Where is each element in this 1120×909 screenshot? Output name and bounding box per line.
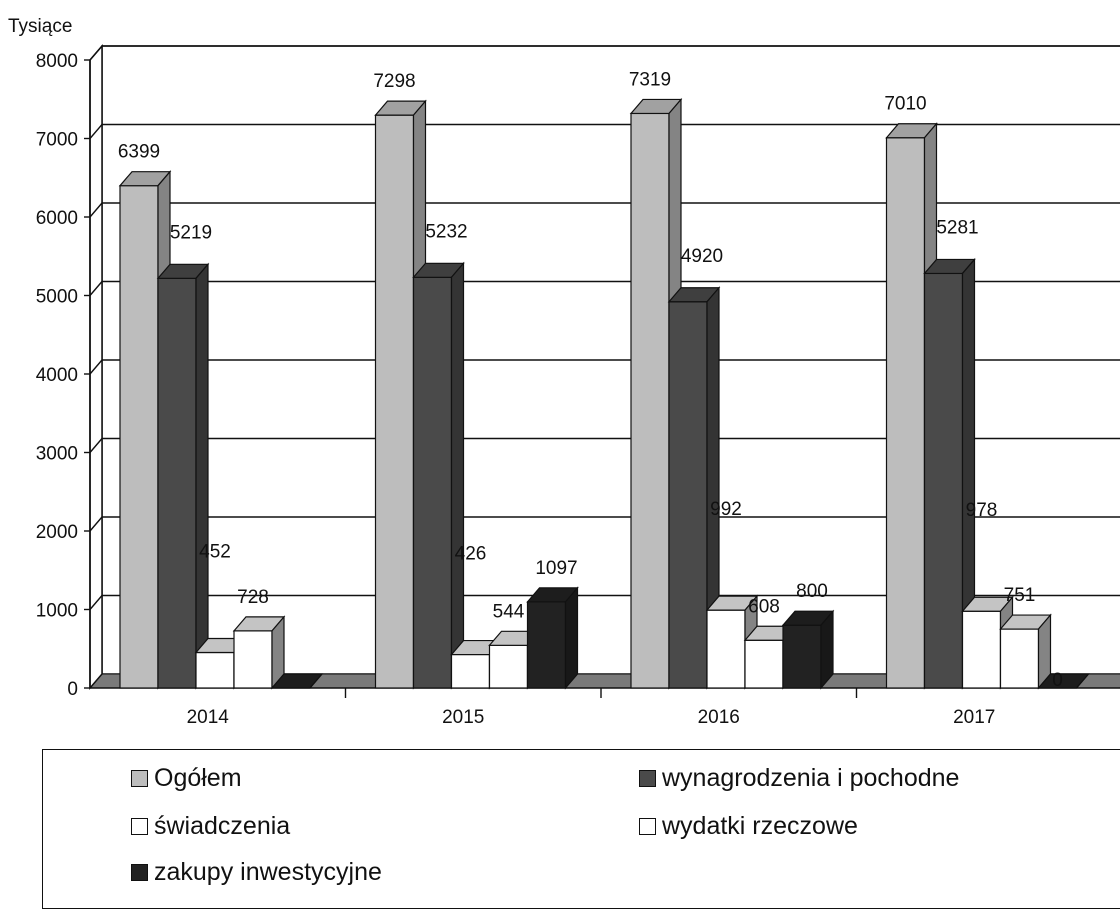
data-label: 452 <box>199 542 231 563</box>
legend-label: wynagrodzenia i pochodne <box>662 764 960 792</box>
bar-side <box>195 262 209 690</box>
data-label: 800 <box>796 581 828 602</box>
bar <box>668 301 708 689</box>
chart-plot: 010002000300040005000600070008000Tysiące… <box>8 16 1120 728</box>
data-label: 6399 <box>118 142 160 163</box>
data-label: 4920 <box>681 246 723 267</box>
y-tick-label: 3000 <box>36 444 78 465</box>
bar <box>450 653 491 689</box>
gridline-side <box>89 359 103 375</box>
legend-swatch <box>131 818 148 835</box>
legend-swatch <box>639 770 656 787</box>
bar-side <box>1076 673 1089 689</box>
data-label: 7298 <box>373 71 415 92</box>
bar-side <box>309 673 323 689</box>
legend-item-zakupy-inwestycyjne: zakupy inwestycyjne <box>131 858 382 887</box>
bar <box>885 137 926 689</box>
legend-swatch <box>131 770 148 787</box>
data-label: 5281 <box>936 217 978 238</box>
legend-swatch <box>131 864 148 881</box>
y-tick-label: 4000 <box>36 365 78 386</box>
bar <box>961 610 1002 689</box>
x-tick-label: 2017 <box>953 707 995 728</box>
y-axis-label: Tysiące <box>8 16 72 37</box>
legend-item-swiadczenia: świadczenia <box>131 812 290 841</box>
data-label: 978 <box>966 500 998 521</box>
data-label: 1097 <box>535 558 577 579</box>
data-label: 0 <box>1052 670 1063 691</box>
legend-item-wynagrodzenia: wynagrodzenia i pochodne <box>639 764 959 793</box>
bar <box>488 644 529 689</box>
data-label: 5232 <box>425 221 467 242</box>
legend-label: Ogółem <box>154 764 242 792</box>
legend-label: wydatki rzeczowe <box>662 812 858 840</box>
bar <box>233 630 273 689</box>
bar <box>195 651 235 689</box>
bar-side <box>564 586 579 690</box>
gridline-side <box>89 438 103 453</box>
data-label: 5219 <box>170 222 212 243</box>
data-label: 992 <box>710 499 742 520</box>
legend-item-ogolem: Ogółem <box>131 764 242 793</box>
y-tick-label: 2000 <box>36 522 78 543</box>
bar-side <box>820 609 834 690</box>
y-tick-label: 1000 <box>36 601 78 622</box>
bar <box>706 609 746 689</box>
bar <box>782 624 822 689</box>
legend-item-wydatki-rzeczowe: wydatki rzeczowe <box>639 812 858 841</box>
data-label: 608 <box>748 596 780 617</box>
y-tick-label: 8000 <box>36 51 78 72</box>
data-label: 751 <box>1004 585 1036 606</box>
gridline-side <box>89 202 103 218</box>
bar <box>630 112 670 689</box>
gridline-side <box>89 45 103 61</box>
y-tick-label: 7000 <box>36 130 78 151</box>
bar <box>119 185 159 689</box>
y-tick-label: 6000 <box>36 208 78 229</box>
y-tick-label: 5000 <box>36 287 78 308</box>
gridline-side <box>89 595 103 610</box>
data-label: 426 <box>455 544 487 565</box>
x-tick-label: 2014 <box>187 707 230 728</box>
legend-swatch <box>639 818 656 835</box>
gridline-side <box>89 516 103 532</box>
bar <box>526 601 567 689</box>
x-tick-label: 2016 <box>698 707 740 728</box>
x-tick-label: 2015 <box>442 707 484 728</box>
legend-label: świadczenia <box>154 812 291 840</box>
gridline-side <box>89 281 103 296</box>
data-label: 7010 <box>884 94 926 115</box>
bar <box>374 114 415 689</box>
bar-side <box>450 261 465 690</box>
data-label: 7319 <box>629 69 671 90</box>
data-label: 544 <box>493 601 525 622</box>
bar <box>999 628 1040 689</box>
chart-legend: Ogółem wynagrodzenia i pochodne świadcze… <box>42 749 1120 909</box>
y-tick-label: 0 <box>67 679 78 700</box>
bar <box>157 277 197 689</box>
bar <box>923 272 964 689</box>
bar <box>744 639 784 689</box>
gridline-side <box>89 124 103 139</box>
legend-label: zakupy inwestycyjne <box>154 858 382 886</box>
data-label: 728 <box>237 587 269 608</box>
bar <box>412 276 453 689</box>
